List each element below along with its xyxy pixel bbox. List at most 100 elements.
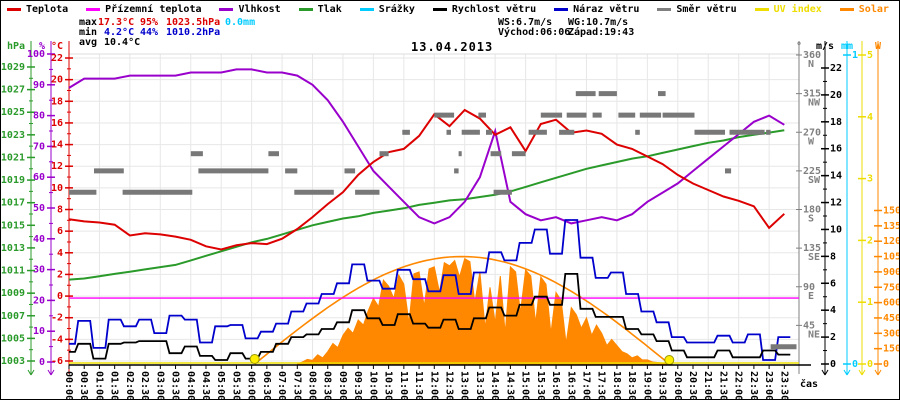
- x-tick-label: 17:00: [580, 371, 591, 400]
- legend-item-2: Vlhkost: [219, 4, 281, 15]
- stats-avg-temp: 10.4°C: [104, 37, 141, 48]
- svg-text:1021: 1021: [1, 152, 25, 163]
- svg-text:50: 50: [33, 203, 45, 214]
- chart-date-title: 13.04.2013: [411, 40, 494, 54]
- stats-max-pressure: 1023.5hPa: [166, 17, 221, 28]
- svg-text:600: 600: [883, 298, 900, 309]
- x-tick-label: 13:30: [474, 371, 485, 400]
- stats-wind-gust-max: WG:10.7m/s: [568, 17, 629, 28]
- svg-text:40: 40: [33, 234, 45, 245]
- svg-text:18: 18: [51, 96, 63, 107]
- x-tick-label: 03:30: [170, 371, 181, 400]
- stats-max-humidity: 95%: [140, 17, 159, 28]
- svg-text:1: 1: [867, 297, 873, 308]
- stats-max-temp: 17.3°C: [98, 17, 135, 28]
- x-tick-label: 23:00: [763, 371, 774, 400]
- svg-text:2: 2: [57, 269, 63, 280]
- x-tick-label: 21:00: [702, 371, 713, 400]
- svg-text:8: 8: [830, 251, 836, 262]
- legend-dash: [657, 8, 672, 11]
- x-tick-label: 11:30: [413, 371, 424, 400]
- x-tick-label: 22:30: [748, 371, 759, 400]
- svg-text:90: 90: [33, 80, 45, 91]
- svg-text:6: 6: [57, 226, 63, 237]
- svg-text:1009: 1009: [1, 288, 25, 299]
- svg-text:4: 4: [867, 112, 873, 123]
- axis-rain: mm1 0: [841, 41, 858, 376]
- svg-text:30: 30: [33, 265, 45, 276]
- legend-label: Teplota: [26, 4, 69, 15]
- solar-potential-curve: [254, 255, 670, 365]
- x-tick-label: 04:30: [200, 371, 211, 400]
- legend-label: Náraz větru: [573, 4, 640, 15]
- x-tick-label: 12:30: [444, 371, 455, 400]
- svg-text:1: 1: [852, 50, 858, 61]
- wind-gust-line: [69, 219, 791, 361]
- x-tick-label: 15:00: [520, 371, 531, 400]
- x-tick-label: 09:30: [352, 371, 363, 400]
- x-tick-label: 07:00: [276, 371, 287, 400]
- svg-text:6: 6: [830, 278, 836, 289]
- stats-min-pressure: 1010.2hPa: [166, 27, 221, 38]
- x-tick-label: 00:30: [78, 371, 89, 400]
- x-tick-label: 12:00: [428, 371, 439, 400]
- legend-item-0: Teplota: [7, 4, 68, 15]
- svg-text:1015: 1015: [1, 220, 25, 231]
- x-tick-label: 19:30: [657, 371, 668, 400]
- svg-text:2: 2: [830, 332, 836, 343]
- svg-text:5: 5: [867, 50, 873, 61]
- svg-text:12: 12: [51, 161, 63, 172]
- svg-text:1025: 1025: [1, 107, 25, 118]
- x-tick-label: 09:00: [337, 371, 348, 400]
- legend-item-4: Srážky: [359, 4, 415, 15]
- svg-text:S: S: [808, 214, 814, 225]
- x-tick-label: 14:00: [489, 371, 500, 400]
- x-tick-label: 08:30: [322, 371, 333, 400]
- legend-label: Rychlost větru: [451, 4, 537, 15]
- x-tick-label: 08:00: [307, 371, 318, 400]
- x-tick-label: 03:00: [154, 371, 165, 400]
- svg-text:16: 16: [51, 118, 63, 129]
- stats-max-label: max: [79, 17, 98, 28]
- x-tick-label: 11:00: [398, 371, 409, 400]
- svg-text:22: 22: [830, 63, 842, 74]
- sunset-marker: [664, 355, 675, 365]
- legend-label: Vlhkost: [238, 4, 281, 15]
- svg-text:4: 4: [830, 305, 836, 316]
- svg-text:0: 0: [867, 359, 873, 370]
- legend-label: UV index: [773, 4, 822, 15]
- x-tick-label: 21:30: [717, 371, 728, 400]
- legend-label: Solar: [858, 4, 889, 15]
- axis-uv: 5 4 3 2 1 0: [858, 41, 873, 376]
- x-tick-label: 18:00: [611, 371, 622, 400]
- legend-label: Směr větru: [676, 4, 737, 15]
- axis-pressure: hPa 1029 1027 1025 1023 1021 1019 1017 1015 1013 1…: [1, 41, 35, 376]
- svg-text:1019: 1019: [1, 175, 25, 186]
- svg-text:360: 360: [803, 50, 821, 61]
- svg-text:W: W: [808, 136, 815, 147]
- svg-text:1050: 1050: [883, 252, 900, 263]
- svg-text:90: 90: [803, 282, 815, 293]
- x-axis-label: čas: [800, 379, 819, 390]
- legend-label: Tlak: [317, 4, 342, 15]
- svg-text:70: 70: [33, 141, 45, 152]
- x-tick-label: 22:00: [733, 371, 744, 400]
- svg-text:10: 10: [830, 224, 842, 235]
- svg-text:60: 60: [33, 172, 45, 183]
- svg-text:10: 10: [51, 183, 63, 194]
- svg-text:1005: 1005: [1, 333, 25, 344]
- svg-text:300: 300: [883, 328, 900, 339]
- svg-text:80: 80: [33, 111, 45, 122]
- svg-text:0: 0: [830, 359, 836, 370]
- x-tick-label: 10:30: [383, 371, 394, 400]
- x-tick-label: 06:30: [261, 371, 272, 400]
- stats-wind-speed-max: WS:6.7m/s: [498, 17, 553, 28]
- svg-text:E: E: [808, 291, 814, 302]
- svg-text:1013: 1013: [1, 243, 25, 254]
- svg-text:1003: 1003: [1, 356, 25, 367]
- svg-text:-4: -4: [51, 334, 63, 345]
